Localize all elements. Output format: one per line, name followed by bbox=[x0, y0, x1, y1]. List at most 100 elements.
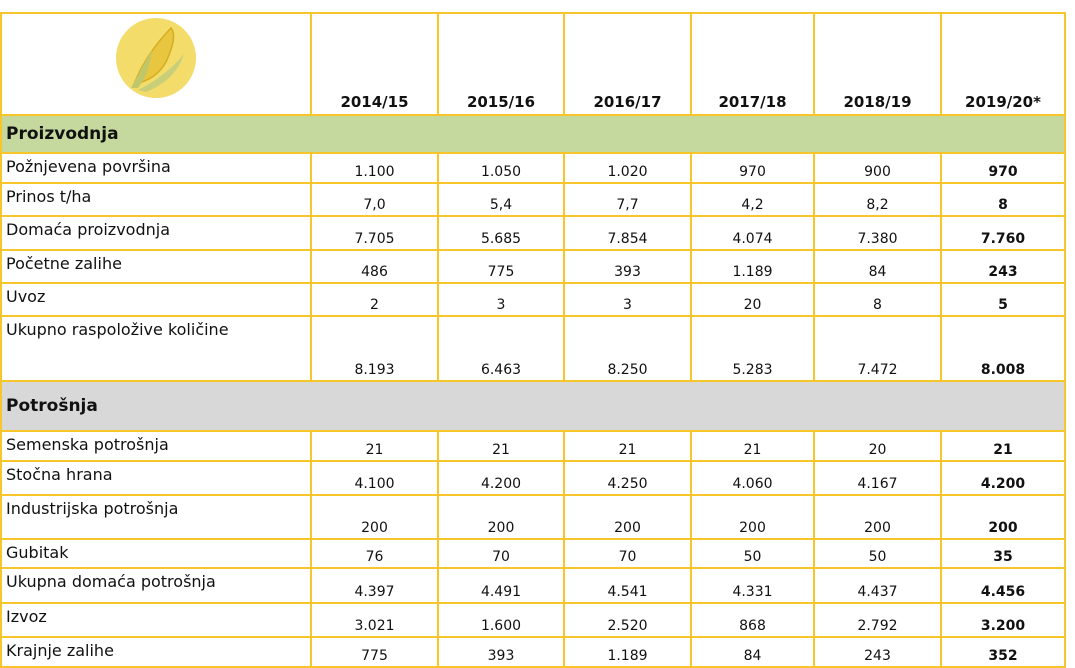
cell-value: 4.167 bbox=[813, 460, 942, 496]
cell-value: 7,0 bbox=[310, 182, 439, 217]
data-row: Ukupno raspoložive količine 8.193 6.463 8.2… bbox=[0, 315, 1066, 382]
cell-value: 352 bbox=[940, 636, 1066, 668]
row-label: Domaća proizvodnja bbox=[0, 215, 312, 251]
cell-value: 393 bbox=[437, 636, 565, 668]
data-row: Semenska potrošnja 21 21 21 21 20 21 bbox=[0, 430, 1066, 462]
data-row: Prinos t/ha 7,0 5,4 7,7 4,2 8,2 8 bbox=[0, 182, 1066, 217]
cell-value: 4.074 bbox=[690, 215, 815, 251]
cell-value: 50 bbox=[813, 538, 942, 569]
data-row: Uvoz 2 3 3 20 8 5 bbox=[0, 282, 1066, 317]
icon-leaf bbox=[131, 50, 152, 88]
column-header: 2017/18 bbox=[690, 12, 815, 116]
row-label: Izvoz bbox=[0, 602, 312, 638]
icon-leaf bbox=[138, 54, 184, 92]
cell-value: 7.705 bbox=[310, 215, 439, 251]
cell-value: 3.200 bbox=[940, 602, 1066, 638]
cell-value: 486 bbox=[310, 249, 439, 284]
cell-value: 970 bbox=[940, 152, 1066, 184]
cell-value: 21 bbox=[940, 430, 1066, 462]
row-label: Stočna hrana bbox=[0, 460, 312, 496]
cell-value: 200 bbox=[437, 494, 565, 540]
logo-cell bbox=[0, 12, 312, 116]
cell-value: 4.100 bbox=[310, 460, 439, 496]
cell-value: 4.397 bbox=[310, 567, 439, 604]
cell-value: 4.456 bbox=[940, 567, 1066, 604]
data-row: Ukupna domaća potrošnja 4.397 4.491 4.541 4.… bbox=[0, 567, 1066, 604]
cell-value: 84 bbox=[813, 249, 942, 284]
cell-value: 70 bbox=[437, 538, 565, 569]
cell-value: 2.792 bbox=[813, 602, 942, 638]
cell-value: 3 bbox=[437, 282, 565, 317]
cell-value: 21 bbox=[437, 430, 565, 462]
cell-value: 4.200 bbox=[940, 460, 1066, 496]
cell-value: 1.020 bbox=[563, 152, 692, 184]
cell-value: 4.200 bbox=[437, 460, 565, 496]
data-row: Požnjevena površina 1.100 1.050 1.020 970 900… bbox=[0, 152, 1066, 184]
cell-value: 1.189 bbox=[690, 249, 815, 284]
section-title: Proizvodnja bbox=[0, 114, 1066, 154]
cell-value: 200 bbox=[813, 494, 942, 540]
row-label: Početne zalihe bbox=[0, 249, 312, 284]
cell-value: 775 bbox=[310, 636, 439, 668]
cell-value: 970 bbox=[690, 152, 815, 184]
column-header: 2019/20* bbox=[940, 12, 1066, 116]
cell-value: 1.100 bbox=[310, 152, 439, 184]
cell-value: 21 bbox=[690, 430, 815, 462]
cell-value: 70 bbox=[563, 538, 692, 569]
cell-value: 84 bbox=[690, 636, 815, 668]
cell-value: 8.008 bbox=[940, 315, 1066, 382]
cell-value: 868 bbox=[690, 602, 815, 638]
column-header: 2015/16 bbox=[437, 12, 565, 116]
cell-value: 8 bbox=[940, 182, 1066, 217]
cell-value: 8,2 bbox=[813, 182, 942, 217]
cell-value: 4,2 bbox=[690, 182, 815, 217]
row-label: Gubitak bbox=[0, 538, 312, 569]
cell-value: 4.541 bbox=[563, 567, 692, 604]
cell-value: 200 bbox=[310, 494, 439, 540]
row-label: Prinos t/ha bbox=[0, 182, 312, 217]
cell-value: 243 bbox=[940, 249, 1066, 284]
cell-value: 20 bbox=[813, 430, 942, 462]
section-title: Potrošnja bbox=[0, 380, 1066, 432]
data-row: Početne zalihe 486 775 393 1.189 84 243 bbox=[0, 249, 1066, 284]
cell-value: 775 bbox=[437, 249, 565, 284]
cell-value: 900 bbox=[813, 152, 942, 184]
cell-value: 8 bbox=[813, 282, 942, 317]
cell-value: 7.760 bbox=[940, 215, 1066, 251]
cell-value: 1.050 bbox=[437, 152, 565, 184]
cell-value: 6.463 bbox=[437, 315, 565, 382]
column-header: 2014/15 bbox=[310, 12, 439, 116]
cell-value: 3 bbox=[563, 282, 692, 317]
cell-value: 1.189 bbox=[563, 636, 692, 668]
column-header: 2018/19 bbox=[813, 12, 942, 116]
cell-value: 200 bbox=[563, 494, 692, 540]
cell-value: 5 bbox=[940, 282, 1066, 317]
cell-value: 21 bbox=[310, 430, 439, 462]
row-label: Industrijska potrošnja bbox=[0, 494, 312, 540]
cell-value: 4.060 bbox=[690, 460, 815, 496]
cell-value: 2.520 bbox=[563, 602, 692, 638]
cell-value: 20 bbox=[690, 282, 815, 317]
cell-value: 5,4 bbox=[437, 182, 565, 217]
row-label: Požnjevena površina bbox=[0, 152, 312, 184]
corn-icon bbox=[116, 18, 196, 98]
section-row: Proizvodnja bbox=[0, 114, 1066, 154]
cell-value: 393 bbox=[563, 249, 692, 284]
cell-value: 50 bbox=[690, 538, 815, 569]
cell-value: 200 bbox=[940, 494, 1066, 540]
cell-value: 1.600 bbox=[437, 602, 565, 638]
data-row: Industrijska potrošnja 200 200 200 200 200 200 bbox=[0, 494, 1066, 540]
cell-value: 7,7 bbox=[563, 182, 692, 217]
data-row: Domaća proizvodnja 7.705 5.685 7.854 4.074 7.… bbox=[0, 215, 1066, 251]
table-body: 2014/15 2015/16 2016/17 2017/18 2018/19 2019/… bbox=[0, 12, 1066, 668]
cell-value: 76 bbox=[310, 538, 439, 569]
data-row: Izvoz 3.021 1.600 2.520 868 2.792 3.200 bbox=[0, 602, 1066, 638]
row-label: Krajnje zalihe bbox=[0, 636, 312, 668]
row-label: Semenska potrošnja bbox=[0, 430, 312, 462]
cell-value: 243 bbox=[813, 636, 942, 668]
data-row: Gubitak 76 70 70 50 50 35 bbox=[0, 538, 1066, 569]
section-row: Potrošnja bbox=[0, 380, 1066, 432]
cell-value: 4.437 bbox=[813, 567, 942, 604]
cell-value: 4.331 bbox=[690, 567, 815, 604]
